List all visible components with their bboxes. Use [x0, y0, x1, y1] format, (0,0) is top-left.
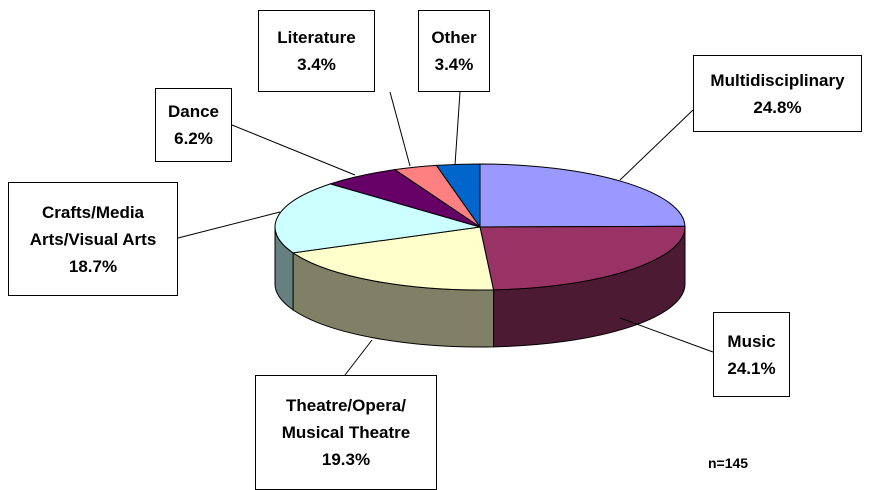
- category-label: Theatre/Opera/ Musical Theatre: [281, 396, 411, 442]
- slice-label: Crafts/Media Arts/Visual Arts 18.7%: [8, 182, 178, 296]
- value-label: 3.4%: [434, 55, 474, 74]
- category-label: Crafts/Media Arts/Visual Arts: [29, 202, 157, 249]
- category-label: Music: [727, 331, 776, 351]
- leader-line: [389, 91, 411, 167]
- slice: [479, 163, 686, 228]
- value-label: 18.7%: [68, 256, 118, 276]
- slice: [291, 226, 495, 291]
- slice-label: Other 3.4%: [418, 10, 490, 92]
- slice-label: Literature 3.4%: [258, 10, 375, 92]
- value-label: 19.3%: [321, 450, 371, 469]
- slice: [479, 225, 686, 291]
- slice-label: Dance 6.2%: [155, 88, 232, 162]
- leader-line: [619, 109, 694, 181]
- value-label: 24.1%: [727, 358, 776, 378]
- slice-label: Theatre/Opera/ Musical Theatre 19.3%: [255, 375, 437, 490]
- slice-label: Music 24.1%: [713, 312, 790, 397]
- category-label: Other: [431, 28, 477, 47]
- leader-line: [619, 317, 714, 353]
- value-label: 3.4%: [297, 55, 336, 74]
- value-label: 6.2%: [174, 129, 213, 148]
- category-label: Dance: [167, 102, 220, 121]
- category-label: Literature: [277, 28, 356, 47]
- leader-line: [344, 339, 373, 376]
- slice: [435, 163, 481, 229]
- category-label: Multidisciplinary: [710, 70, 845, 90]
- value-label: 24.8%: [753, 97, 802, 117]
- leader-line: [454, 91, 461, 166]
- slice-label: Multidisciplinary 24.8%: [693, 55, 862, 132]
- leader-line: [177, 211, 281, 239]
- slice: [274, 183, 481, 254]
- sample-size-note: n=145: [708, 455, 749, 471]
- leader-line: [231, 124, 356, 176]
